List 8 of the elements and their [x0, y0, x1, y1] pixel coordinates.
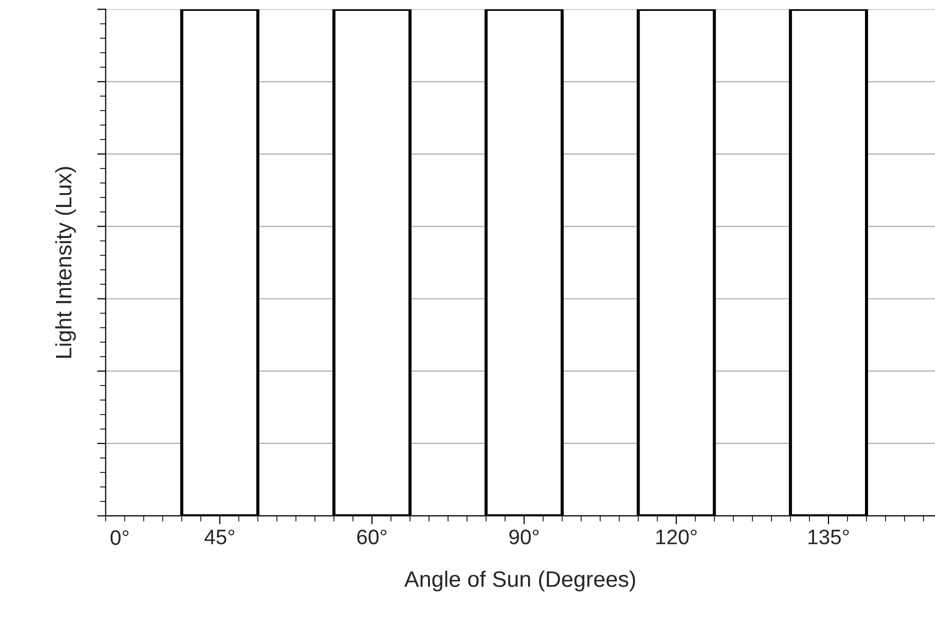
x-tick-label: 45° [204, 530, 234, 544]
x-tick-label: 120° [656, 530, 697, 544]
x-tick-label: 135° [808, 530, 849, 544]
text: 0° [110, 530, 128, 546]
x-tick-label: 90° [509, 530, 539, 544]
x-axis-title: Angle of Sun (Degrees) [404, 570, 636, 592]
x-tick-label: 60° [357, 530, 386, 544]
y-axis-title: Light Intensity (Lux) [55, 166, 76, 358]
